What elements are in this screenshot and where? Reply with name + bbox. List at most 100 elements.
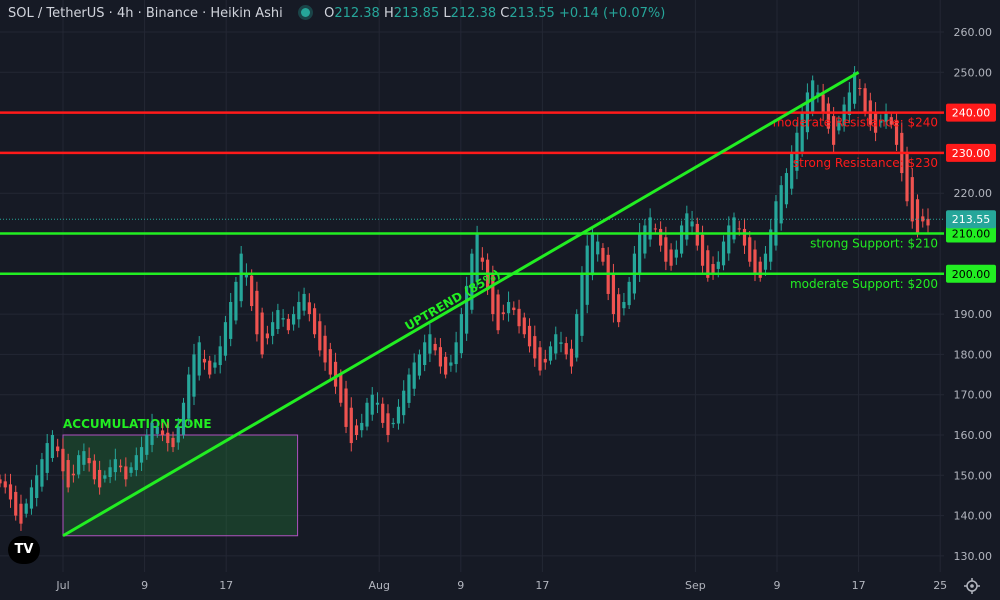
- candle-body: [847, 92, 851, 116]
- uptrend-line: [62, 71, 860, 538]
- candle: [61, 438, 65, 480]
- candle: [250, 269, 254, 312]
- candle-body: [265, 333, 269, 339]
- candle-body: [192, 354, 196, 397]
- candle: [465, 276, 469, 341]
- candle: [344, 380, 348, 434]
- tradingview-logo[interactable]: TV: [8, 536, 40, 564]
- candle: [548, 341, 553, 365]
- candle-body: [297, 302, 301, 320]
- candle-body: [24, 503, 28, 514]
- candle-body: [354, 425, 359, 435]
- candle: [66, 453, 70, 493]
- candle: [0, 474, 2, 488]
- candle: [811, 75, 815, 117]
- candle: [402, 380, 406, 424]
- candle: [417, 349, 422, 380]
- candle-body: [108, 467, 112, 477]
- accumulation-zone: [62, 434, 299, 537]
- candle-body: [318, 321, 322, 351]
- y-tick-label: 260.00: [954, 26, 993, 39]
- settings-gear-icon[interactable]: [964, 578, 980, 594]
- candle: [302, 287, 306, 316]
- candle-body: [627, 281, 631, 306]
- candle-body: [239, 253, 243, 302]
- symbol-legend: SOL / TetherUS · 4h · Binance · Heikin A…: [8, 6, 665, 21]
- candle-body: [790, 152, 794, 189]
- candle-body: [276, 310, 280, 330]
- candle-body: [244, 273, 249, 278]
- candle: [297, 291, 301, 328]
- candle-body: [475, 233, 479, 282]
- candle: [449, 354, 453, 372]
- candle: [711, 256, 715, 280]
- high-label: H: [383, 6, 394, 21]
- candle-body: [842, 104, 846, 126]
- candle: [98, 460, 102, 495]
- candle-body: [617, 294, 621, 323]
- candle-body: [679, 225, 684, 254]
- candle: [239, 245, 243, 308]
- candle-body: [407, 374, 411, 403]
- candle-body: [548, 346, 553, 361]
- candle-body: [596, 241, 600, 255]
- candle-body: [638, 233, 642, 274]
- candle-body: [412, 362, 416, 389]
- candle-body: [837, 120, 841, 131]
- candle-body: [905, 152, 909, 202]
- candle-body: [748, 237, 752, 262]
- candle: [176, 417, 180, 450]
- level-label-resistance: strong Resistance: $230: [793, 156, 938, 170]
- candle: [171, 431, 175, 453]
- candle: [423, 334, 427, 372]
- candle: [292, 306, 296, 331]
- candle: [3, 473, 7, 494]
- candle: [271, 311, 275, 345]
- candle: [554, 326, 558, 360]
- candle: [889, 112, 893, 129]
- candle-body: [29, 487, 34, 509]
- candle: [779, 176, 783, 231]
- candle-body: [365, 402, 369, 427]
- price-tag-text: 210.00: [952, 228, 991, 241]
- candle-body: [223, 322, 228, 356]
- candle-body: [449, 362, 453, 366]
- candle: [150, 413, 154, 453]
- candle: [45, 433, 49, 481]
- candle-body: [134, 455, 138, 471]
- candle: [774, 195, 778, 251]
- candle: [459, 307, 463, 359]
- candle: [166, 422, 170, 452]
- price-tag-support: [946, 224, 996, 243]
- symbol-title[interactable]: SOL / TetherUS · 4h · Binance · Heikin A…: [8, 6, 283, 21]
- candle-body: [56, 446, 60, 452]
- candle: [538, 341, 542, 376]
- candle: [229, 292, 233, 347]
- candle: [407, 368, 411, 408]
- candle-body: [35, 475, 39, 499]
- candle: [858, 78, 862, 96]
- candle-body: [622, 302, 626, 309]
- y-tick-label: 180.00: [954, 348, 993, 361]
- candle: [134, 447, 138, 477]
- candle-body: [118, 465, 123, 468]
- candle-body: [863, 88, 867, 113]
- candle-body: [910, 177, 914, 222]
- candle-body: [98, 469, 102, 488]
- candle: [265, 325, 269, 345]
- candle-body: [674, 249, 678, 258]
- candle-body: [139, 447, 144, 463]
- candle-body: [103, 475, 107, 479]
- candle: [575, 309, 579, 362]
- candle-body: [50, 435, 55, 458]
- candle-body: [706, 250, 710, 278]
- accumulation-zone-label: ACCUMULATION ZONE: [63, 417, 212, 431]
- candle: [580, 266, 584, 342]
- candle: [926, 208, 930, 234]
- candle-body: [381, 403, 385, 423]
- candle: [354, 419, 359, 440]
- candle-body: [417, 354, 422, 376]
- candle: [192, 343, 196, 406]
- candle: [276, 303, 280, 335]
